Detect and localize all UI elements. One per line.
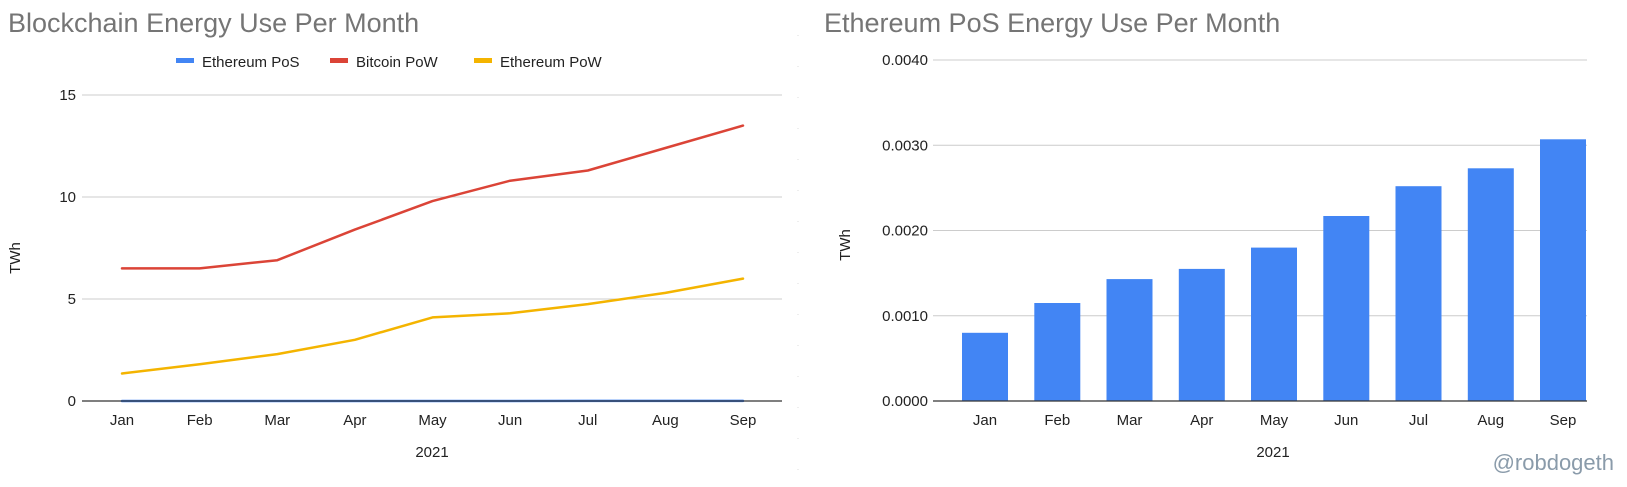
x-tick-label: Jan — [973, 412, 997, 429]
line-chart-y-ticks: 0 5 10 15 — [59, 87, 76, 410]
line-chart-x-ticks: Jan Feb Mar Apr May Jun Jul Aug Sep — [110, 412, 756, 429]
bar-mar[interactable] — [1106, 279, 1153, 401]
bar-jun[interactable] — [1323, 216, 1370, 401]
x-tick-label: Sep — [1550, 412, 1577, 429]
bar-jan[interactable] — [962, 332, 1008, 401]
bar-chart-y-axis-title: TWh — [837, 229, 854, 261]
line-chart-legend: Ethereum PoS Bitcoin PoW Ethereum PoW — [176, 54, 603, 71]
legend-label-ethereum-pos: Ethereum PoS — [202, 54, 300, 71]
x-tick-label: Mar — [264, 412, 290, 429]
x-tick-label: Jan — [110, 412, 134, 429]
series-line-ethereum-pow[interactable] — [120, 277, 745, 375]
x-tick-label: May — [418, 412, 447, 429]
y-tick-label: 10 — [59, 189, 76, 206]
series-line-bitcoin-pow[interactable] — [120, 124, 745, 270]
bar-chart-x-ticks: Jan Feb Mar Apr May Jun Jul Aug Sep — [973, 412, 1576, 429]
y-tick-label: 5 — [68, 291, 76, 308]
legend-item-ethereum-pos[interactable]: Ethereum PoS — [176, 54, 300, 71]
x-tick-label: Apr — [343, 412, 366, 429]
legend-item-ethereum-pow[interactable]: Ethereum PoW — [474, 54, 603, 71]
bar-chart-y-ticks: 0.0000 0.0010 0.0020 0.0030 0.0040 — [882, 52, 928, 410]
x-tick-label: Aug — [1477, 412, 1504, 429]
line-chart-x-axis-title: 2021 — [415, 444, 448, 461]
x-tick-label: Apr — [1190, 412, 1213, 429]
x-tick-label: Jun — [1334, 412, 1358, 429]
x-tick-label: Jun — [498, 412, 522, 429]
bar-chart-x-axis-title: 2021 — [1256, 444, 1289, 461]
y-tick-label: 0.0030 — [882, 137, 928, 154]
bar-sep[interactable] — [1540, 139, 1586, 402]
line-chart: Blockchain Energy Use Per Month Ethereum… — [7, 8, 782, 461]
line-chart-y-axis-title: TWh — [7, 242, 24, 274]
y-tick-label: 0.0040 — [882, 52, 928, 69]
legend-label-bitcoin-pow: Bitcoin PoW — [356, 54, 439, 71]
bar-chart: Ethereum PoS Energy Use Per Month 0.0000… — [824, 8, 1587, 461]
x-tick-label: May — [1260, 412, 1289, 429]
line-chart-series — [120, 124, 745, 403]
bar-jul[interactable] — [1395, 186, 1442, 401]
bar-may[interactable] — [1251, 247, 1297, 401]
bar-chart-bars — [962, 139, 1586, 402]
y-tick-label: 0.0010 — [882, 308, 928, 325]
legend-swatch-bitcoin-pow — [330, 58, 348, 63]
y-tick-label: 0.0000 — [882, 393, 928, 410]
bar-aug[interactable] — [1467, 168, 1514, 401]
legend-swatch-ethereum-pow — [474, 58, 492, 63]
x-tick-label: Jul — [1409, 412, 1428, 429]
x-tick-label: Feb — [187, 412, 213, 429]
x-tick-label: Sep — [730, 412, 757, 429]
x-tick-label: Mar — [1117, 412, 1143, 429]
bar-apr[interactable] — [1178, 268, 1225, 401]
legend-label-ethereum-pow: Ethereum PoW — [500, 54, 603, 71]
line-chart-title: Blockchain Energy Use Per Month — [8, 8, 419, 38]
bar-chart-title: Ethereum PoS Energy Use Per Month — [824, 8, 1280, 38]
legend-item-bitcoin-pow[interactable]: Bitcoin PoW — [330, 54, 439, 71]
x-tick-label: Feb — [1044, 412, 1070, 429]
y-tick-label: 0 — [68, 393, 76, 410]
y-tick-label: 15 — [59, 87, 76, 104]
legend-swatch-ethereum-pos — [176, 58, 194, 63]
line-chart-gridlines — [82, 94, 782, 300]
watermark: @robdogeth — [1493, 450, 1614, 475]
bar-feb[interactable] — [1034, 303, 1081, 401]
x-tick-label: Jul — [578, 412, 597, 429]
y-tick-label: 0.0020 — [882, 223, 928, 240]
x-tick-label: Aug — [652, 412, 679, 429]
